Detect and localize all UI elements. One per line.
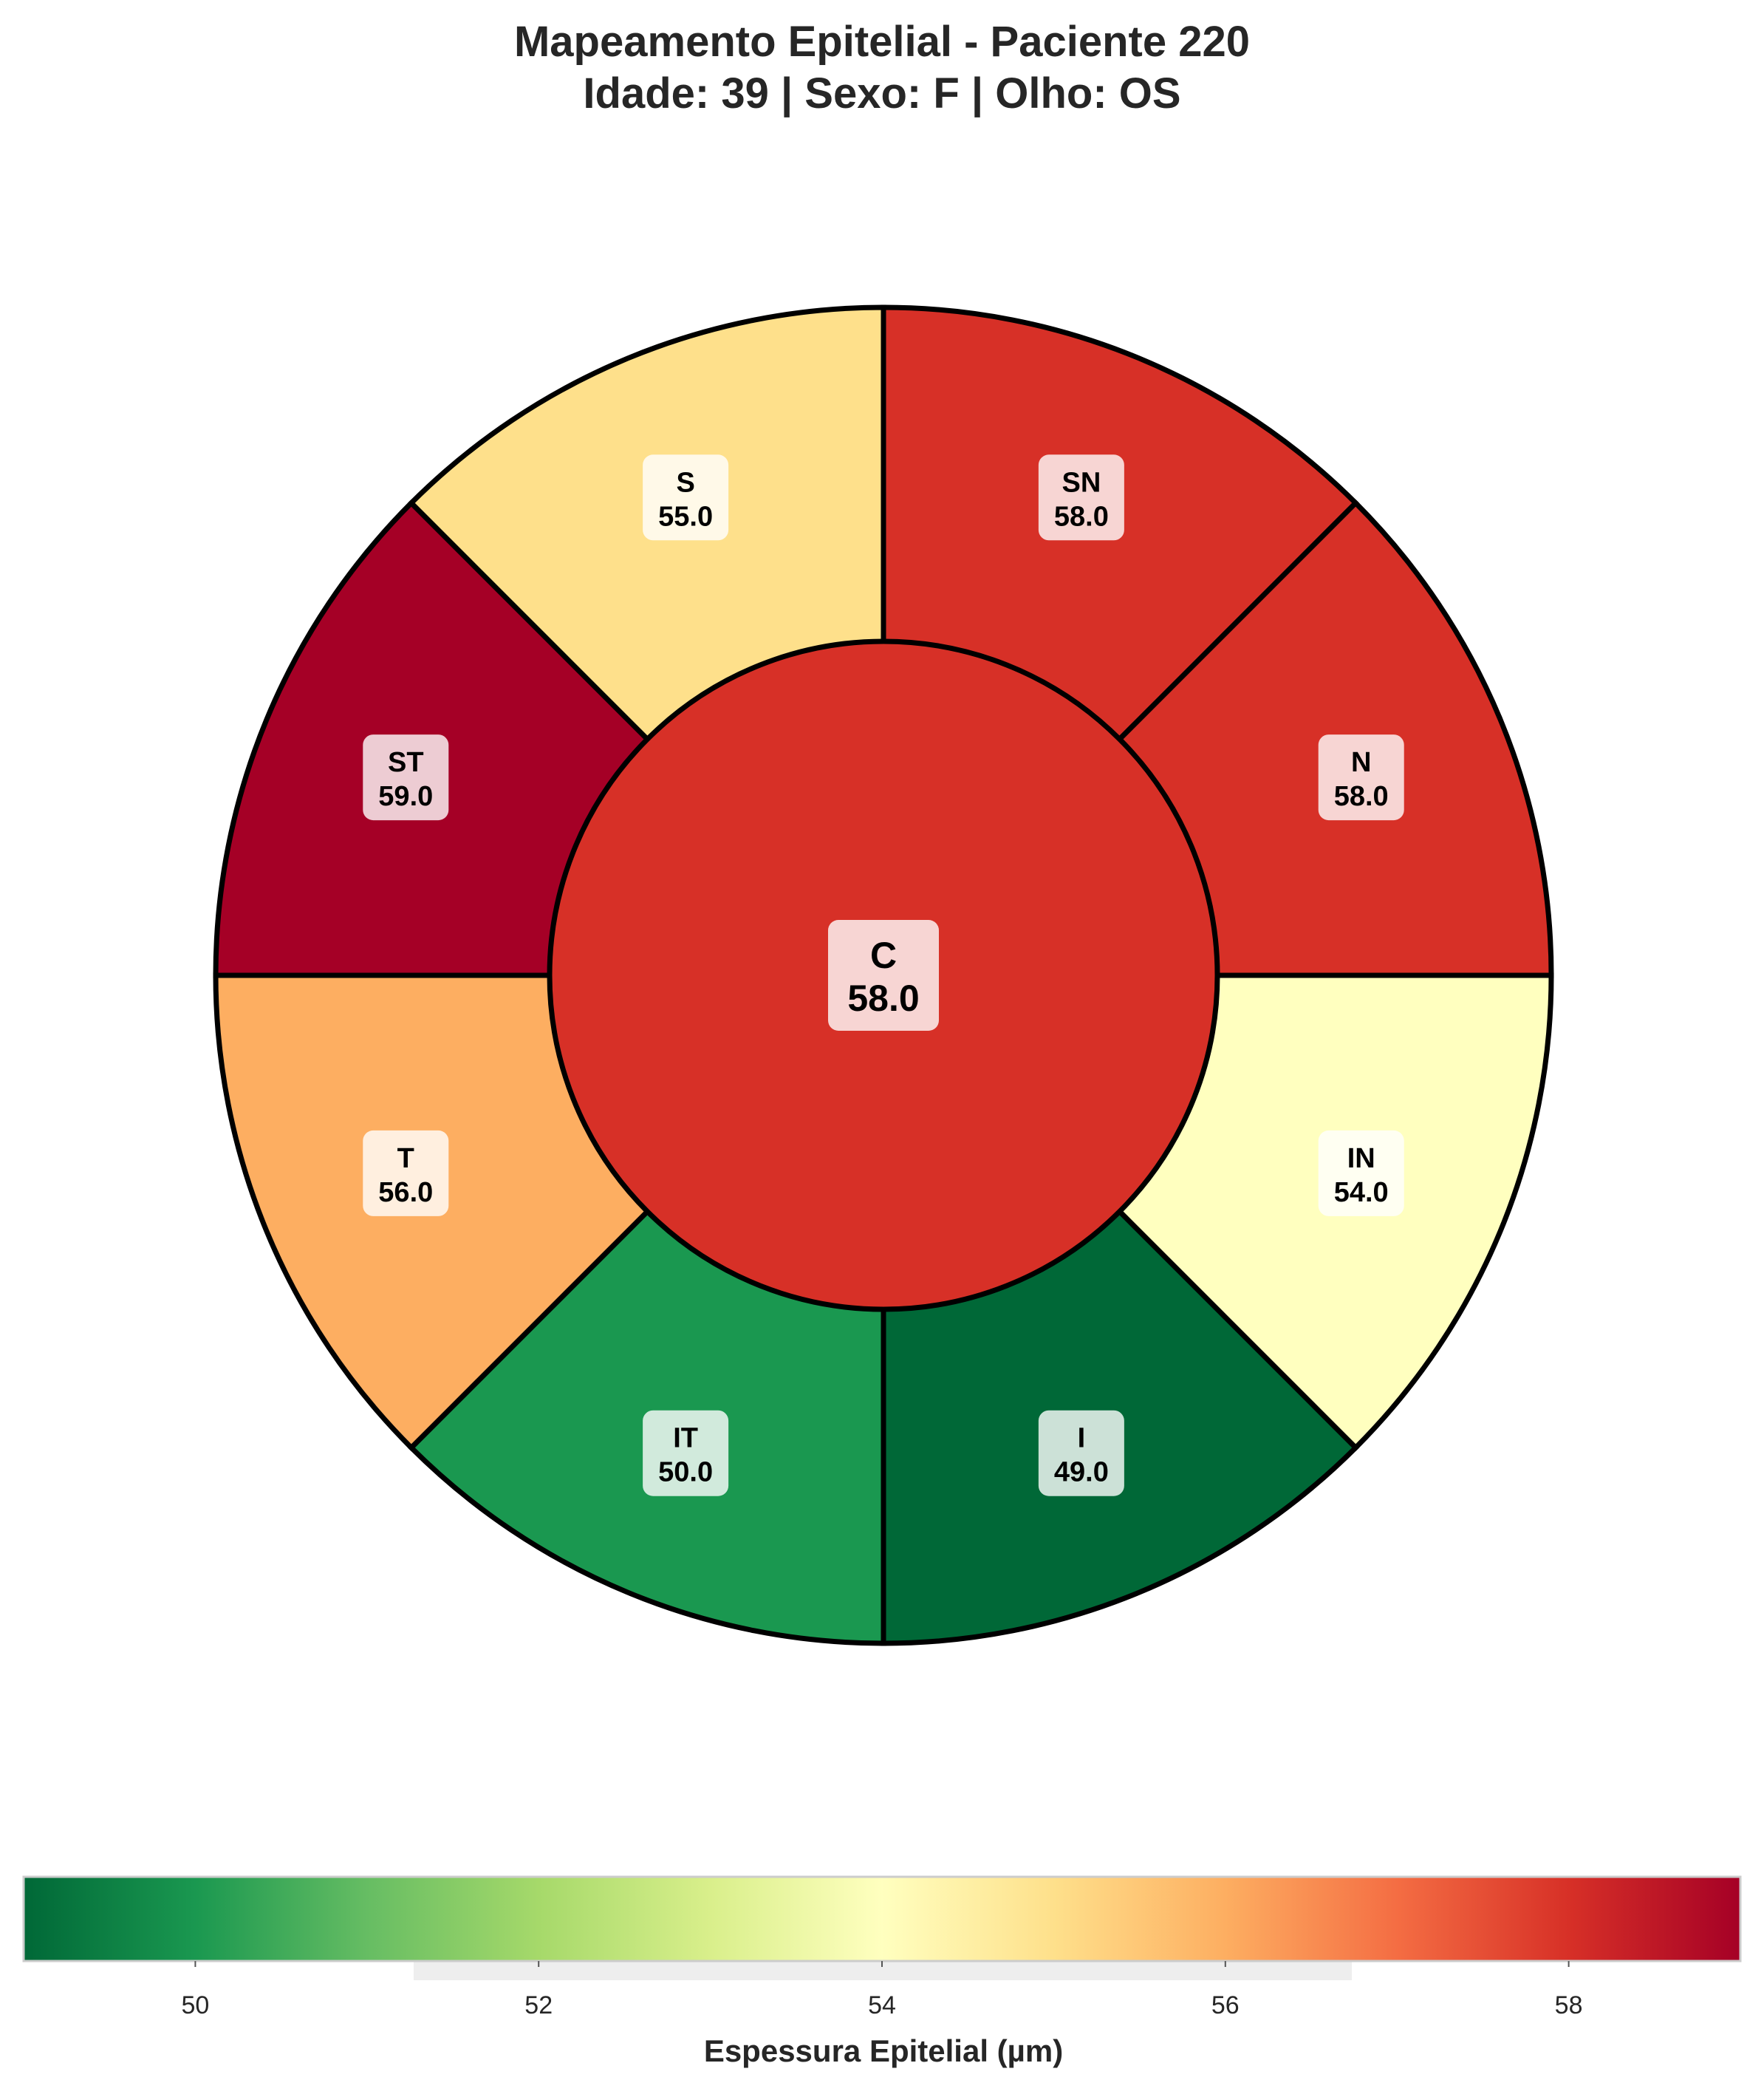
sector-value: 59.0 bbox=[378, 781, 433, 812]
sector-value: 56.0 bbox=[378, 1177, 433, 1208]
colorbar-tick-label: 54 bbox=[868, 1991, 896, 2019]
sector-value: 54.0 bbox=[1334, 1177, 1389, 1208]
sector-label: N58.0 bbox=[1318, 734, 1404, 821]
chart-title-line1: Mapeamento Epitelial - Paciente 220 bbox=[513, 18, 1251, 66]
colorbar-tick-label: 56 bbox=[1211, 1991, 1240, 2019]
sector-code: I bbox=[1078, 1423, 1086, 1454]
colorbar-label: Espessura Epitelial (µm) bbox=[704, 2033, 1063, 2068]
colorbar-tick-label: 58 bbox=[1555, 1991, 1583, 2019]
sector-label: T56.0 bbox=[363, 1130, 449, 1216]
colorbar-tick-label: 52 bbox=[524, 1991, 553, 2019]
sector-label: I49.0 bbox=[1038, 1410, 1124, 1496]
sector-value: 58.0 bbox=[847, 978, 919, 1019]
sector-value: 50.0 bbox=[658, 1457, 713, 1488]
sector-value: 55.0 bbox=[658, 501, 713, 532]
sector-code: IT bbox=[673, 1423, 698, 1454]
sector-value: 58.0 bbox=[1054, 501, 1109, 532]
chart-title-line2: Idade: 39 | Sexo: F | Olho: OS bbox=[583, 69, 1181, 117]
sector-label: S55.0 bbox=[643, 454, 729, 541]
sector-code: T bbox=[397, 1143, 414, 1174]
sector-code: IN bbox=[1347, 1143, 1375, 1174]
chart-title: Mapeamento Epitelial - Paciente 220 Idad… bbox=[0, 16, 1764, 120]
sector-value: 49.0 bbox=[1054, 1457, 1109, 1488]
colorbar-tick-label: 50 bbox=[181, 1991, 209, 2019]
sector-code: ST bbox=[388, 747, 424, 778]
sector-code: SN bbox=[1062, 467, 1101, 498]
sector-code: N bbox=[1351, 747, 1371, 778]
center-label: C58.0 bbox=[828, 920, 939, 1031]
colorbar-gradient bbox=[22, 1875, 1742, 1963]
sector-code: C bbox=[870, 935, 897, 976]
sector-value: 58.0 bbox=[1334, 781, 1389, 812]
sector-code: S bbox=[676, 467, 694, 498]
